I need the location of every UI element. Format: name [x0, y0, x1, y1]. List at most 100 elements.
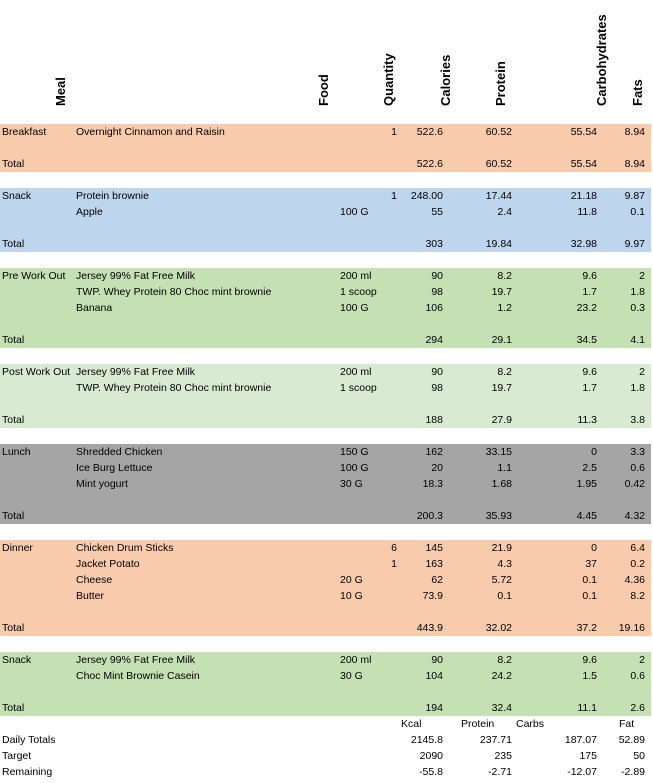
protein-cell: 32.4	[491, 702, 512, 714]
carbohydrates-cell: 9.6	[582, 366, 597, 378]
unit-cell: 200 ml	[340, 654, 372, 666]
food-row: Lunch Shredded Chicken 150 G 162 33.15 0 3.3	[0, 444, 651, 460]
unit-cell: 1 scoop	[340, 286, 377, 298]
food-row: Breakfast Overnight Cinnamon and Raisin 1 5…	[0, 124, 651, 140]
carbohydrates-cell: 37.2	[576, 622, 597, 634]
meal-cell: Lunch	[2, 446, 31, 458]
meal-cell: Total	[2, 334, 25, 346]
carbohydrates-cell: 34.5	[576, 334, 597, 346]
summary-column-headers: Kcal Protein Carbs Fat	[0, 716, 651, 732]
fats-cell: 0.1	[630, 206, 645, 218]
protein-cell: 1.2	[497, 302, 512, 314]
fats-cell: 2.6	[630, 702, 645, 714]
meal-section	[0, 652, 651, 716]
total-row: Total 522.6 60.52 55.54 8.94	[0, 156, 651, 172]
protein-cell: 35.93	[485, 510, 512, 522]
carbohydrates-cell: 9.6	[582, 270, 597, 282]
unit-cell: 100 G	[340, 302, 369, 314]
quantity-cell: 1	[391, 190, 397, 202]
fats-cell: 8.94	[624, 126, 645, 138]
target-fat: 50	[633, 750, 645, 762]
calories-cell: 294	[425, 334, 443, 346]
quantity-cell: 1	[391, 126, 397, 138]
carbohydrates-cell: 32.98	[570, 238, 597, 250]
protein-cell: 19.84	[485, 238, 512, 250]
food-row: Apple 100 G 55 2.4 11.8 0.1	[0, 204, 651, 220]
food-cell: Apple	[76, 206, 103, 218]
total-row: Total 443.9 32.02 37.2 19.16	[0, 620, 651, 636]
fats-cell: 0.2	[630, 558, 645, 570]
target-calories: 2090	[419, 750, 443, 762]
carbohydrates-cell: 11.1	[577, 702, 597, 714]
food-cell: Shredded Chicken	[76, 446, 163, 458]
calories-cell: 104	[425, 670, 443, 682]
header-meal: Meal	[53, 77, 68, 106]
summary-kcal-header: Kcal	[401, 718, 422, 730]
fats-cell: 6.4	[630, 542, 645, 554]
unit-cell: 200 ml	[340, 366, 372, 378]
daily-totals-row: Daily Totals 2145.8 237.71 187.07 52.89	[0, 732, 651, 748]
total-row: Total 200.3 35.93 4.45 4.32	[0, 508, 651, 524]
total-row: Total 294 29.1 34.5 4.1	[0, 332, 651, 348]
meal-cell: Snack	[2, 190, 32, 202]
protein-cell: 60.52	[485, 158, 512, 170]
food-row: Ice Burg Lettuce 100 G 20 1.1 2.5 0.6	[0, 460, 651, 476]
carbohydrates-cell: 23.2	[576, 302, 597, 314]
fats-cell: 2	[639, 270, 645, 282]
calories-cell: 20	[431, 462, 443, 474]
header-protein: Protein	[493, 61, 508, 106]
calories-cell: 522.6	[416, 126, 443, 138]
calories-cell: 145	[425, 542, 443, 554]
food-cell: Chicken Drum Sticks	[76, 542, 174, 554]
meal-cell: Total	[2, 158, 25, 170]
fats-cell: 0.6	[630, 462, 645, 474]
food-cell: Mint yogurt	[76, 478, 128, 490]
protein-cell: 0.1	[497, 590, 512, 602]
carbohydrates-cell: 21.18	[570, 190, 597, 202]
calories-cell: 303	[425, 238, 443, 250]
fats-cell: 0.3	[630, 302, 645, 314]
carbohydrates-cell: 2.5	[582, 462, 597, 474]
fats-cell: 2	[639, 654, 645, 666]
calories-cell: 73.9	[422, 590, 443, 602]
fats-cell: 4.36	[624, 574, 645, 586]
protein-cell: 8.2	[497, 654, 512, 666]
food-row: TWP. Whey Protein 80 Choc mint brownie 1 …	[0, 380, 651, 396]
remaining-protein: -2.71	[488, 766, 512, 778]
food-cell: TWP. Whey Protein 80 Choc mint brownie	[76, 286, 272, 298]
calories-cell: 200.3	[416, 510, 443, 522]
daily-totals-calories: 2145.8	[410, 734, 443, 746]
daily-totals-carbs: 187.07	[564, 734, 597, 746]
food-cell: Jersey 99% Fat Free Milk	[76, 654, 196, 666]
fats-cell: 4.1	[630, 334, 645, 346]
meal-section	[0, 364, 651, 428]
fats-cell: 9.97	[624, 238, 645, 250]
remaining-carbs: -12.07	[567, 766, 597, 778]
carbohydrates-cell: 0.1	[582, 590, 597, 602]
protein-cell: 8.2	[497, 270, 512, 282]
fats-cell: 0.42	[624, 478, 645, 490]
meal-cell: Pre Work Out	[2, 270, 66, 282]
summary-carbs-header: Carbs	[516, 718, 545, 730]
food-cell: Jersey 99% Fat Free Milk	[76, 270, 196, 282]
meal-section	[0, 444, 651, 524]
calories-cell: 194	[425, 702, 443, 714]
quantity-cell: 6	[391, 542, 397, 554]
meal-cell: Total	[2, 414, 25, 426]
food-row: Cheese 20 G 62 5.72 0.1 4.36	[0, 572, 651, 588]
meal-cell: Post Work Out	[2, 366, 71, 378]
daily-totals-fat: 52.89	[618, 734, 645, 746]
carbohydrates-cell: 0	[591, 446, 597, 458]
food-row: Pre Work Out Jersey 99% Fat Free Milk 200 …	[0, 268, 651, 284]
meal-section	[0, 188, 651, 252]
protein-cell: 21.9	[491, 542, 512, 554]
meal-section	[0, 268, 651, 348]
unit-cell: 100 G	[340, 462, 369, 474]
daily-totals-protein: 237.71	[479, 734, 512, 746]
food-cell: Jersey 99% Fat Free Milk	[76, 366, 196, 378]
target-protein: 235	[494, 750, 512, 762]
carbohydrates-cell: 11.3	[577, 414, 597, 426]
food-cell: Protein brownie	[76, 190, 149, 202]
food-row: Banana 100 G 106 1.2 23.2 0.3	[0, 300, 651, 316]
carbohydrates-cell: 37	[585, 558, 597, 570]
